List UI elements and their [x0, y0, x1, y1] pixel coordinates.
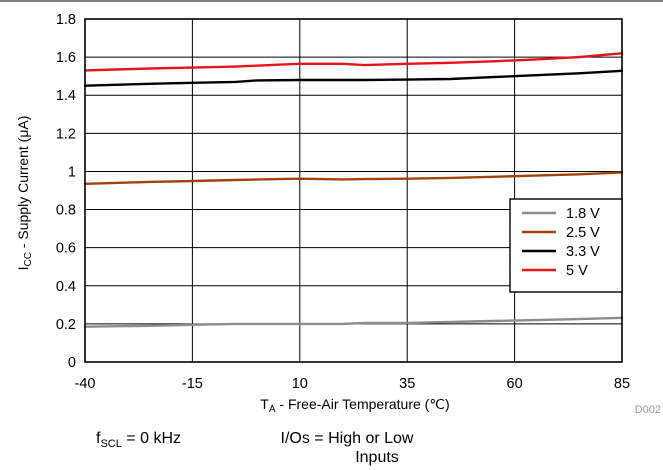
legend-label: 3.3 V — [566, 244, 600, 260]
legend-label: 5 V — [566, 263, 588, 279]
y-tick-label: 1.2 — [56, 126, 76, 142]
fscl-sub: SCL — [100, 438, 122, 451]
x-axis-label: TA - Free-Air Temperature (℃) — [260, 396, 449, 415]
legend: 1.8 V 2.5 V 3.3 V 5 V — [509, 198, 623, 293]
series-line — [83, 69, 624, 87]
x-axis-label-rest: - Free-Air Temperature (℃) — [276, 396, 450, 412]
legend-items: 1.8 V 2.5 V 3.3 V 5 V — [522, 206, 600, 279]
x-tick-label: -40 — [75, 376, 96, 392]
y-axis-label-rest: - Supply Current (μA) — [15, 116, 31, 252]
io-condition: I/Os = High or Low Inputs — [257, 429, 437, 467]
x-axis-label-sub: A — [269, 404, 276, 415]
y-tick-label: 0 — [68, 355, 76, 371]
y-axis-label-sub: CC — [23, 252, 34, 266]
y-tick-label: 0.8 — [56, 203, 76, 219]
y-tick-label: 0.2 — [56, 317, 76, 333]
io-condition-line1: I/Os = High or Low — [280, 430, 414, 447]
fscl-condition: fSCL = 0 kHz — [96, 430, 181, 451]
fscl-rest: = 0 kHz — [121, 430, 181, 447]
x-tick-labels: -40 -15 10 35 60 85 — [75, 376, 631, 392]
y-tick-labels: 0 0.2 0.4 0.6 0.8 1 1.2 1.4 1.6 1.8 — [56, 12, 76, 371]
y-tick-label: 0.6 — [56, 241, 76, 257]
y-tick-label: 1 — [68, 164, 76, 180]
series-line — [83, 171, 624, 186]
x-tick-label: -15 — [182, 376, 203, 392]
legend-box — [509, 198, 623, 293]
x-tick-label: 85 — [614, 376, 630, 392]
legend-label: 1.8 V — [566, 206, 600, 222]
x-tick-label: 35 — [399, 376, 415, 392]
y-axis-label: ICC - Supply Current (μA) — [15, 116, 34, 271]
io-condition-line2: Inputs — [355, 449, 399, 466]
y-tick-label: 1.6 — [56, 50, 76, 66]
x-tick-label: 10 — [292, 376, 308, 392]
series-line — [83, 316, 624, 328]
series-lines — [83, 52, 624, 328]
y-tick-label: 1.4 — [56, 88, 76, 104]
plot-frame — [84, 18, 623, 363]
figure-code: D002 — [635, 404, 661, 416]
grid — [84, 18, 623, 363]
x-tick-label: 60 — [507, 376, 523, 392]
legend-label: 2.5 V — [566, 225, 600, 241]
y-tick-label: 0.4 — [56, 279, 76, 295]
y-tick-label: 1.8 — [56, 12, 76, 28]
series-line — [83, 52, 624, 72]
